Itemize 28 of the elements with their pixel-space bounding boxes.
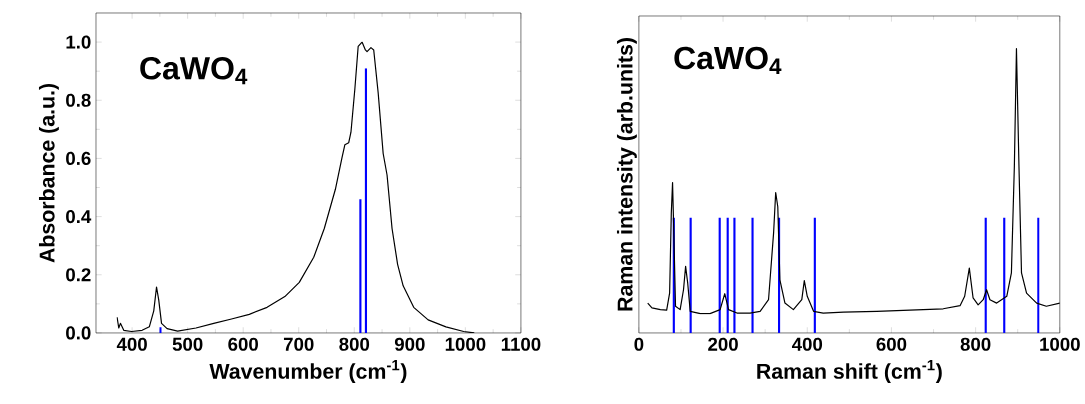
x-tick-label: 1000 [1040, 337, 1080, 351]
x-tick-label: 400 [791, 337, 823, 351]
x-tick-label: 900 [394, 337, 425, 351]
annotation: CaWO$_{4}$ [674, 46, 782, 75]
x-tick-label: 800 [960, 337, 991, 351]
bar [364, 68, 368, 333]
x-tick-label: 600 [876, 337, 907, 351]
x-tick-label: 700 [283, 337, 314, 351]
y-tick-label: 0.8 [66, 93, 91, 107]
y-tick-label: 0.0 [66, 326, 91, 340]
x-tick-label: 200 [708, 337, 738, 351]
y-tick-label: 0.2 [66, 268, 91, 282]
x-axis-title: Raman shift (cm$^{-1}$) [757, 360, 942, 384]
y-axis-title: Raman intensity (arb.units) [616, 38, 637, 311]
x-axis-title: Wavenumber (cm$^{-1}$) [209, 360, 407, 384]
x-tick-label: 1100 [501, 337, 541, 351]
x-tick-label: 600 [228, 337, 258, 351]
y-tick-label: 0.4 [66, 210, 92, 224]
y-tick-label: 1.0 [66, 35, 91, 49]
y-tick-label: 0.6 [66, 151, 91, 166]
bar [359, 199, 362, 333]
annotation: CaWO$_{4}$ [140, 56, 248, 85]
x-tick-label: 400 [116, 337, 147, 351]
x-tick-label: 500 [172, 337, 203, 351]
x-tick-label: 1000 [445, 337, 486, 351]
y-axis-title: Absorbance (a.u.) [38, 84, 59, 263]
x-tick-label: 800 [339, 337, 370, 351]
x-tick-label: 0 [634, 337, 644, 351]
